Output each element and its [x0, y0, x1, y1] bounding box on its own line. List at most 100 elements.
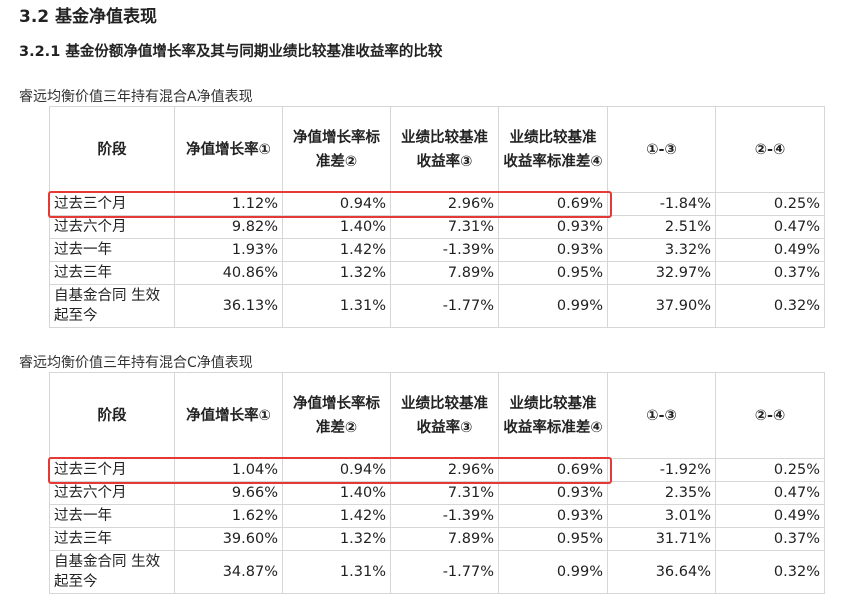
cell-v1: 1.62% — [174, 504, 283, 528]
cell-v1: 1.04% — [174, 458, 283, 482]
table-row: 过去三个月 1.12% 0.94% 2.96% 0.69% -1.84% 0.2… — [49, 192, 825, 216]
row-stage: 过去三年 — [49, 261, 175, 285]
table-row: 过去三年 39.60% 1.32% 7.89% 0.95% 31.71% 0.3… — [49, 527, 825, 551]
cell-v4: 0.93% — [498, 481, 608, 505]
header-benchmark-std: 业绩比较基准收益率标准差④ — [498, 372, 608, 459]
cell-v1: 1.93% — [174, 238, 283, 262]
cell-v5: 31.71% — [607, 527, 716, 551]
header-benchmark-return: 业绩比较基准收益率③ — [390, 372, 499, 459]
row-stage: 过去三个月 — [49, 192, 175, 216]
cell-v5: -1.84% — [607, 192, 716, 216]
section-title: 3.2 基金净值表现 — [19, 7, 158, 27]
cell-v2: 1.42% — [282, 504, 391, 528]
header-benchmark-return: 业绩比较基准收益率③ — [390, 106, 499, 193]
table-header-row: 阶段 净值增长率① 净值增长率标准差② 业绩比较基准收益率③ 业绩比较基准收益率… — [49, 106, 825, 193]
cell-v4: 0.95% — [498, 527, 608, 551]
header-nav-growth-std: 净值增长率标准差② — [282, 372, 391, 459]
cell-v5: 32.97% — [607, 261, 716, 285]
cell-v3: 7.31% — [390, 215, 499, 239]
cell-v4: 0.99% — [498, 550, 608, 594]
cell-v2: 0.94% — [282, 458, 391, 482]
cell-v6: 0.32% — [715, 284, 825, 328]
cell-v3: -1.77% — [390, 284, 499, 328]
cell-v3: 7.89% — [390, 527, 499, 551]
cell-v4: 0.69% — [498, 192, 608, 216]
header-diff-2-4: ②-④ — [715, 106, 825, 193]
row-stage: 过去一年 — [49, 238, 175, 262]
row-stage: 过去三年 — [49, 527, 175, 551]
table-row: 过去六个月 9.66% 1.40% 7.31% 0.93% 2.35% 0.47… — [49, 481, 825, 505]
table-row: 过去一年 1.62% 1.42% -1.39% 0.93% 3.01% 0.49… — [49, 504, 825, 528]
cell-v4: 0.95% — [498, 261, 608, 285]
cell-v3: -1.39% — [390, 504, 499, 528]
cell-v1: 40.86% — [174, 261, 283, 285]
header-diff-1-3: ①-③ — [607, 106, 716, 193]
cell-v5: 3.01% — [607, 504, 716, 528]
cell-v2: 1.42% — [282, 238, 391, 262]
cell-v5: 2.35% — [607, 481, 716, 505]
cell-v6: 0.25% — [715, 458, 825, 482]
cell-v6: 0.37% — [715, 261, 825, 285]
cell-v6: 0.25% — [715, 192, 825, 216]
cell-v2: 1.40% — [282, 481, 391, 505]
table-c-caption: 睿远均衡价值三年持有混合C净值表现 — [19, 355, 253, 371]
subsection-title: 3.2.1 基金份额净值增长率及其与同期业绩比较基准收益率的比较 — [19, 44, 443, 60]
cell-v1: 1.12% — [174, 192, 283, 216]
cell-v1: 36.13% — [174, 284, 283, 328]
header-benchmark-std: 业绩比较基准收益率标准差④ — [498, 106, 608, 193]
row-stage: 过去一年 — [49, 504, 175, 528]
row-stage: 过去三个月 — [49, 458, 175, 482]
header-nav-growth-std: 净值增长率标准差② — [282, 106, 391, 193]
cell-v2: 1.31% — [282, 550, 391, 594]
table-row: 过去六个月 9.82% 1.40% 7.31% 0.93% 2.51% 0.47… — [49, 215, 825, 239]
cell-v6: 0.47% — [715, 215, 825, 239]
cell-v1: 34.87% — [174, 550, 283, 594]
table-a: 阶段 净值增长率① 净值增长率标准差② 业绩比较基准收益率③ 业绩比较基准收益率… — [49, 106, 825, 328]
row-stage: 自基金合同 生效起至今 — [49, 284, 175, 328]
cell-v5: 36.64% — [607, 550, 716, 594]
cell-v2: 1.31% — [282, 284, 391, 328]
cell-v3: 7.89% — [390, 261, 499, 285]
cell-v2: 1.40% — [282, 215, 391, 239]
table-row: 自基金合同 生效起至今 34.87% 1.31% -1.77% 0.99% 36… — [49, 550, 825, 594]
cell-v6: 0.49% — [715, 504, 825, 528]
cell-v6: 0.37% — [715, 527, 825, 551]
cell-v5: 2.51% — [607, 215, 716, 239]
header-nav-growth: 净值增长率① — [174, 372, 283, 459]
cell-v4: 0.93% — [498, 238, 608, 262]
cell-v1: 9.82% — [174, 215, 283, 239]
cell-v4: 0.69% — [498, 458, 608, 482]
cell-v4: 0.93% — [498, 215, 608, 239]
cell-v3: 7.31% — [390, 481, 499, 505]
cell-v3: 2.96% — [390, 458, 499, 482]
row-stage: 过去六个月 — [49, 481, 175, 505]
header-diff-1-3: ①-③ — [607, 372, 716, 459]
table-c: 阶段 净值增长率① 净值增长率标准差② 业绩比较基准收益率③ 业绩比较基准收益率… — [49, 372, 825, 594]
cell-v3: 2.96% — [390, 192, 499, 216]
table-row: 过去一年 1.93% 1.42% -1.39% 0.93% 3.32% 0.49… — [49, 238, 825, 262]
cell-v1: 9.66% — [174, 481, 283, 505]
cell-v6: 0.32% — [715, 550, 825, 594]
cell-v3: -1.39% — [390, 238, 499, 262]
cell-v5: 37.90% — [607, 284, 716, 328]
table-row: 过去三年 40.86% 1.32% 7.89% 0.95% 32.97% 0.3… — [49, 261, 825, 285]
cell-v2: 0.94% — [282, 192, 391, 216]
cell-v6: 0.49% — [715, 238, 825, 262]
header-stage: 阶段 — [49, 106, 175, 193]
row-stage: 过去六个月 — [49, 215, 175, 239]
cell-v5: -1.92% — [607, 458, 716, 482]
header-stage: 阶段 — [49, 372, 175, 459]
header-nav-growth: 净值增长率① — [174, 106, 283, 193]
cell-v4: 0.99% — [498, 284, 608, 328]
table-header-row: 阶段 净值增长率① 净值增长率标准差② 业绩比较基准收益率③ 业绩比较基准收益率… — [49, 372, 825, 459]
table-a-caption: 睿远均衡价值三年持有混合A净值表现 — [19, 89, 253, 105]
cell-v1: 39.60% — [174, 527, 283, 551]
table-row: 过去三个月 1.04% 0.94% 2.96% 0.69% -1.92% 0.2… — [49, 458, 825, 482]
cell-v2: 1.32% — [282, 527, 391, 551]
row-stage: 自基金合同 生效起至今 — [49, 550, 175, 594]
cell-v5: 3.32% — [607, 238, 716, 262]
cell-v3: -1.77% — [390, 550, 499, 594]
cell-v4: 0.93% — [498, 504, 608, 528]
cell-v6: 0.47% — [715, 481, 825, 505]
cell-v2: 1.32% — [282, 261, 391, 285]
